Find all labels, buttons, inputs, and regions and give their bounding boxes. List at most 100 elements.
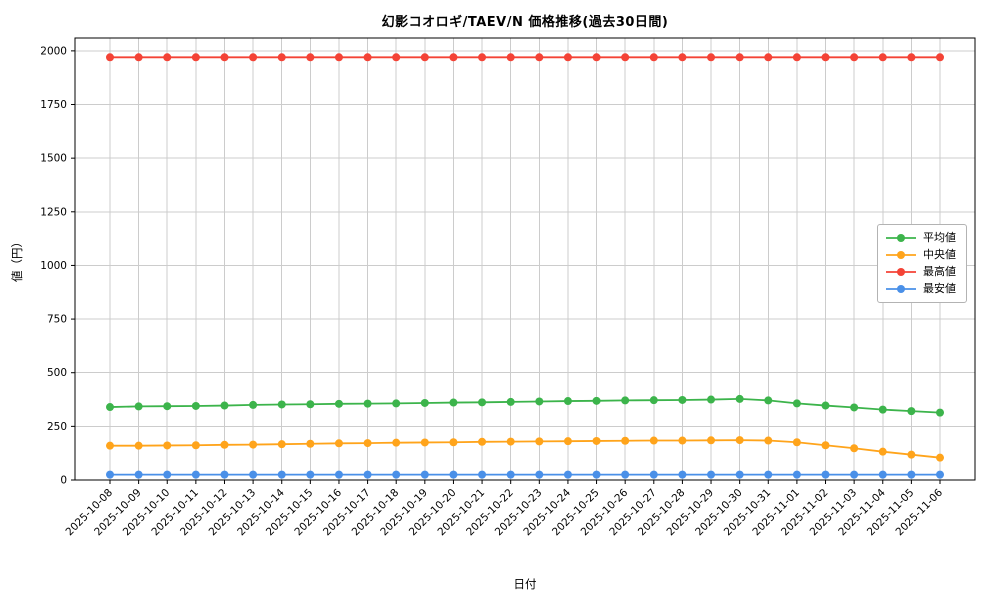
- legend-item: 最安値: [886, 283, 956, 295]
- data-point: [936, 470, 944, 479]
- y-tick-label: 0: [60, 475, 67, 487]
- series-中央値: [106, 436, 944, 462]
- data-point: [592, 396, 601, 405]
- data-point: [363, 399, 372, 408]
- data-point: [420, 470, 429, 479]
- data-point: [306, 400, 315, 409]
- data-point: [907, 53, 916, 62]
- series-line: [109, 397, 941, 414]
- data-point: [678, 53, 687, 62]
- data-point: [220, 53, 229, 62]
- data-point: [506, 53, 515, 62]
- data-point: [535, 397, 544, 406]
- data-point: [306, 53, 315, 62]
- data-point: [792, 53, 801, 62]
- series-最安値: [106, 470, 944, 479]
- data-point: [592, 436, 601, 445]
- data-point: [621, 470, 630, 479]
- data-point: [420, 53, 429, 62]
- series-line: [110, 439, 941, 459]
- data-point: [449, 398, 458, 407]
- data-point: [535, 53, 544, 62]
- data-point: [535, 437, 544, 446]
- data-point: [506, 437, 515, 446]
- data-point: [277, 440, 286, 449]
- data-point: [878, 447, 887, 456]
- legend-item-label: 平均値: [923, 231, 956, 244]
- data-point: [392, 438, 401, 447]
- data-point: [106, 441, 114, 450]
- y-tick-label: 1500: [40, 153, 67, 165]
- data-point: [735, 470, 744, 479]
- data-point: [163, 53, 172, 62]
- data-point: [878, 470, 887, 479]
- data-point: [563, 53, 572, 62]
- y-tick-label: 250: [47, 421, 67, 433]
- data-point: [220, 440, 229, 449]
- data-point: [563, 437, 572, 446]
- data-point: [764, 396, 773, 405]
- data-point: [878, 405, 887, 414]
- legend-item-label: 中央値: [923, 248, 956, 261]
- x-axis: 2025-10-082025-10-092025-10-102025-10-11…: [63, 480, 945, 538]
- y-axis-label: 値（円）: [10, 236, 24, 282]
- data-point: [850, 444, 859, 453]
- series-最高値: [106, 53, 944, 62]
- data-point: [764, 436, 773, 445]
- data-point: [621, 436, 630, 445]
- data-point: [678, 436, 687, 445]
- data-point: [134, 402, 143, 411]
- data-point: [936, 53, 944, 62]
- data-point: [821, 401, 830, 410]
- data-point: [363, 470, 372, 479]
- data-point: [907, 407, 916, 416]
- data-point: [449, 470, 458, 479]
- legend-item-label: 最安値: [923, 282, 956, 295]
- plot-border: [74, 37, 976, 481]
- y-axis: 0 250 500 750 1000 1250 1500 1750 2000: [40, 45, 75, 487]
- data-point: [592, 53, 601, 62]
- data-point: [535, 470, 544, 479]
- data-point: [563, 470, 572, 479]
- data-point: [106, 53, 114, 62]
- data-point: [907, 470, 916, 479]
- legend-item-label: 最高値: [923, 265, 956, 278]
- data-point: [420, 438, 429, 447]
- data-point: [649, 470, 658, 479]
- data-point: [621, 53, 630, 62]
- data-point: [163, 441, 172, 450]
- data-point: [792, 399, 801, 408]
- data-point: [878, 53, 887, 62]
- data-point: [478, 470, 487, 479]
- data-point: [392, 470, 401, 479]
- data-point: [277, 470, 286, 479]
- series-平均値: [106, 394, 944, 417]
- data-point: [306, 470, 315, 479]
- data-point: [249, 440, 258, 449]
- data-point: [792, 438, 801, 447]
- data-point: [478, 437, 487, 446]
- legend-item: 中央値: [886, 249, 956, 261]
- data-point: [191, 53, 200, 62]
- legend-marker-icon: [886, 285, 916, 293]
- data-point: [478, 398, 487, 407]
- data-point: [735, 436, 744, 445]
- data-point: [277, 400, 286, 409]
- data-point: [850, 53, 859, 62]
- data-point: [707, 53, 716, 62]
- data-point: [649, 436, 658, 445]
- y-tick-label: 2000: [40, 45, 67, 57]
- data-point: [191, 470, 200, 479]
- data-point: [850, 403, 859, 412]
- data-point: [821, 441, 830, 450]
- data-point: [420, 398, 429, 407]
- data-point: [134, 53, 143, 62]
- data-point: [191, 401, 200, 410]
- data-point: [764, 470, 773, 479]
- data-point: [850, 470, 859, 479]
- data-point: [363, 439, 372, 448]
- legend-marker-icon: [886, 268, 916, 276]
- data-point: [907, 450, 916, 459]
- legend-item: 最高値: [886, 266, 956, 278]
- y-tick-label: 1000: [40, 260, 67, 272]
